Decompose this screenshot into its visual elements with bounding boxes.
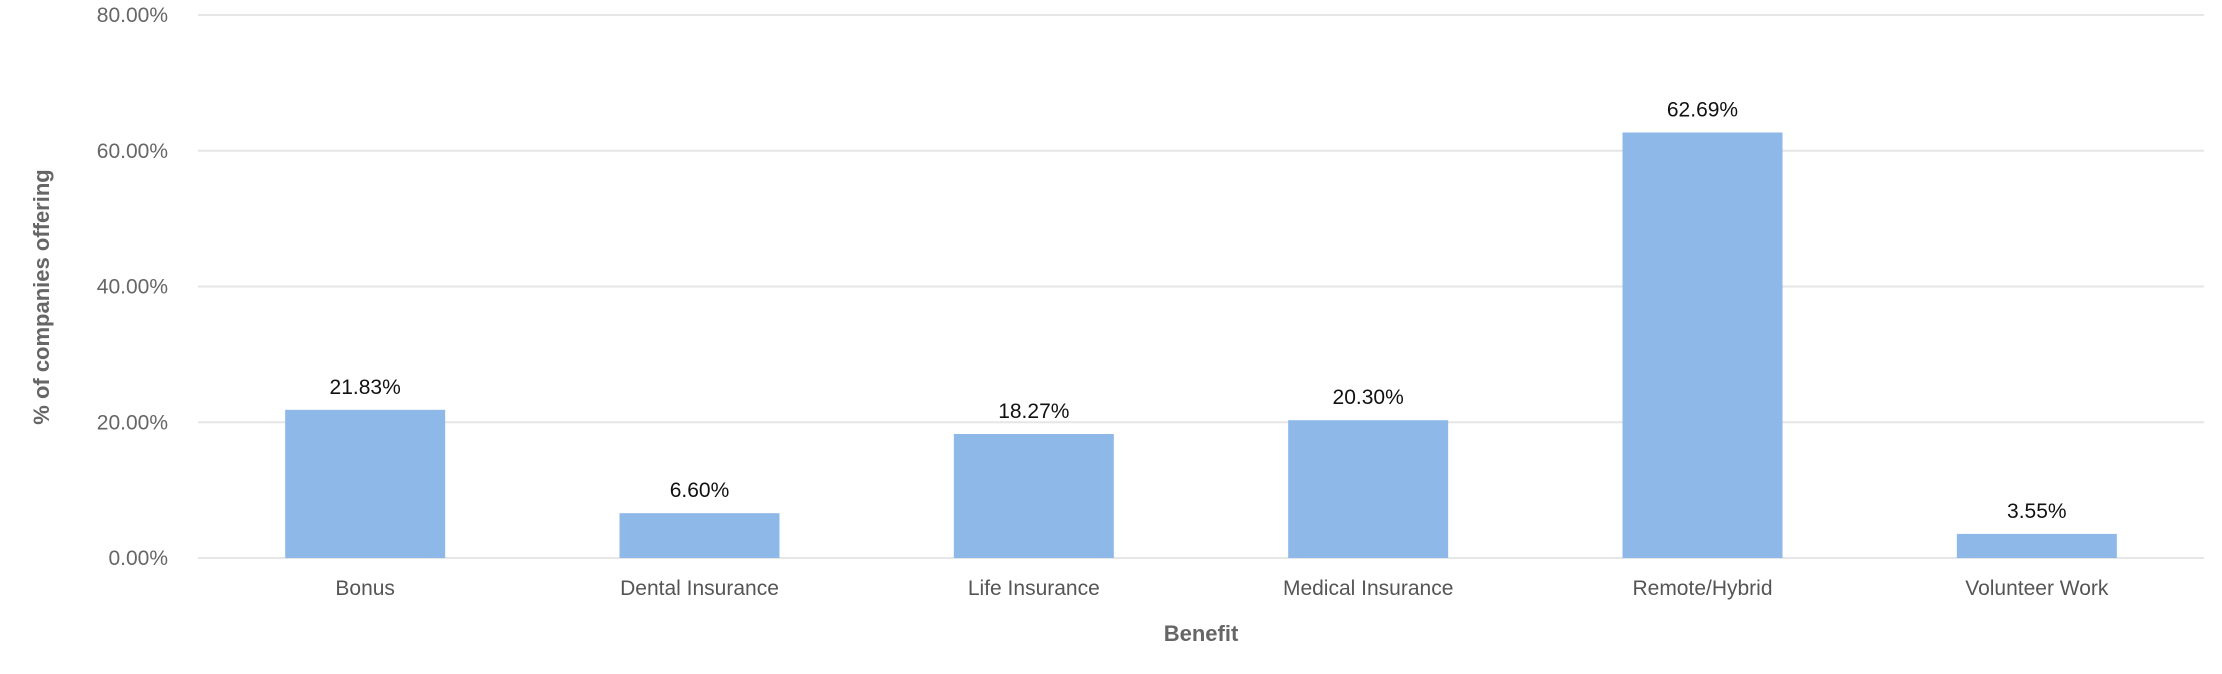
- y-axis-title: % of companies offering: [29, 169, 54, 424]
- x-tick-label: Life Insurance: [968, 577, 1100, 600]
- data-label: 3.55%: [2007, 500, 2067, 523]
- y-tick-label: 80.00%: [97, 4, 168, 27]
- y-tick-label: 0.00%: [108, 547, 168, 570]
- data-label: 62.69%: [1667, 98, 1738, 121]
- bar-dental-insurance: [619, 513, 780, 558]
- x-axis-title: Benefit: [1164, 621, 1239, 646]
- bar-remote-hybrid: [1622, 132, 1783, 558]
- x-tick-label: Remote/Hybrid: [1632, 577, 1772, 600]
- bar-volunteer-work: [1956, 533, 2117, 558]
- data-label: 20.30%: [1333, 386, 1404, 409]
- x-tick-label: Volunteer Work: [1965, 577, 2109, 600]
- data-label: 18.27%: [998, 400, 1069, 423]
- data-label: 6.60%: [670, 479, 730, 502]
- bar-bonus: [285, 409, 446, 558]
- x-tick-label: Dental Insurance: [620, 577, 779, 600]
- bar-life-insurance: [953, 433, 1114, 558]
- y-tick-label: 60.00%: [97, 140, 168, 163]
- bar-medical-insurance: [1288, 420, 1449, 558]
- y-tick-label: 40.00%: [97, 276, 168, 299]
- y-tick-label: 20.00%: [97, 411, 168, 434]
- data-label: 21.83%: [330, 376, 401, 399]
- x-tick-label: Medical Insurance: [1283, 577, 1453, 600]
- x-tick-label: Bonus: [335, 577, 395, 600]
